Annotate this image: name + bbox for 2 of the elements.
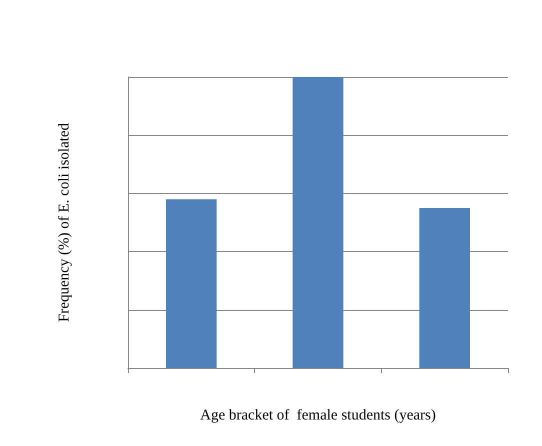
y-axis-title: Frequency (%) of E. coli isolated xyxy=(56,122,72,322)
x-axis-title: Age bracket of female students (years) xyxy=(200,408,436,424)
